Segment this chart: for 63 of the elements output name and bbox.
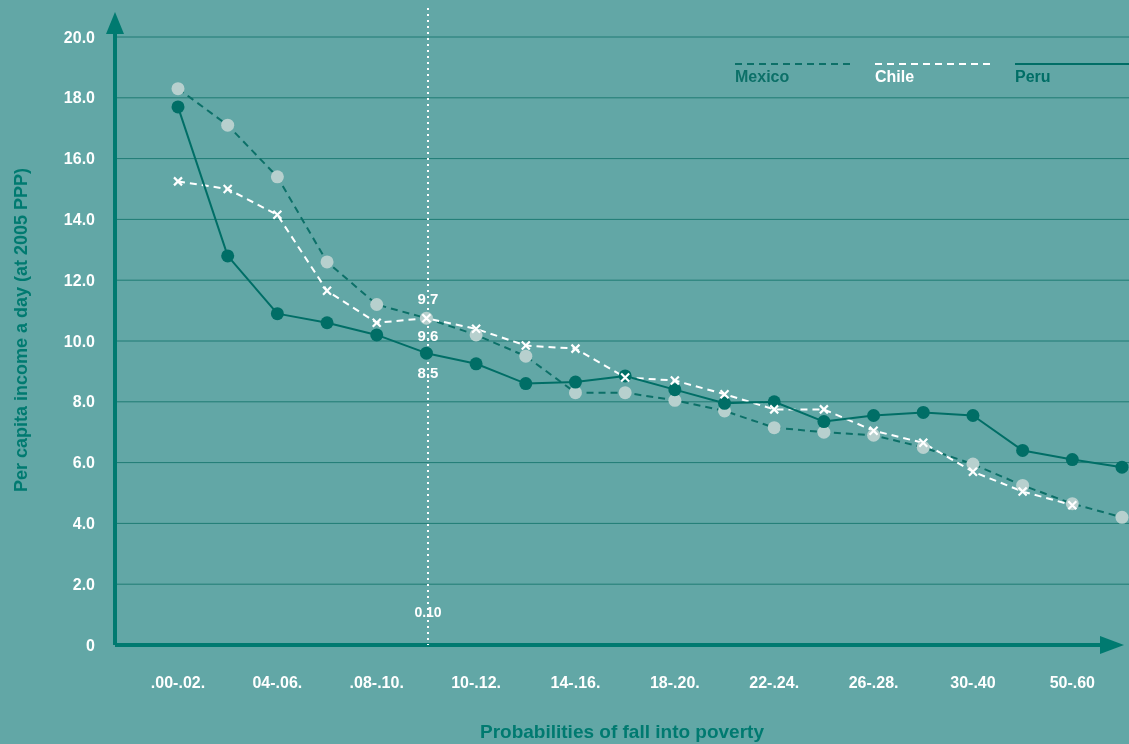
text: Peru bbox=[1015, 68, 1051, 85]
x-tick-label: 50-.60 bbox=[1049, 674, 1096, 691]
x-tick-label: 30-.40 bbox=[950, 674, 996, 691]
point bbox=[1115, 460, 1129, 474]
point bbox=[471, 323, 482, 334]
y-tick-label: 0 bbox=[86, 636, 96, 654]
point bbox=[918, 437, 929, 448]
x-tick-label: 14-.16. bbox=[550, 674, 601, 691]
point bbox=[270, 307, 284, 321]
point bbox=[916, 405, 930, 419]
point bbox=[718, 396, 732, 410]
point bbox=[719, 389, 730, 400]
y-tick-label: 12.0 bbox=[63, 271, 96, 289]
point bbox=[669, 375, 680, 386]
x-tick-label: 22-.24. bbox=[749, 674, 800, 691]
point bbox=[520, 340, 531, 351]
point bbox=[272, 209, 283, 220]
y-tick-label: 18.0 bbox=[63, 89, 96, 107]
point bbox=[321, 285, 333, 296]
point bbox=[519, 377, 533, 391]
point bbox=[818, 404, 829, 415]
text: Chile bbox=[875, 68, 915, 85]
text: Mexico bbox=[735, 68, 790, 85]
x-tick-label: 10-.12. bbox=[451, 674, 502, 691]
x-tick-label: .00-.02. bbox=[150, 674, 206, 691]
x-axis-title: Probabilities of fall into poverty bbox=[480, 721, 765, 742]
annotation: 0.10 bbox=[414, 604, 442, 620]
y-axis-title: Per capita income a day (at 2005 PPP) bbox=[11, 167, 31, 493]
point bbox=[867, 408, 881, 422]
point bbox=[1065, 453, 1079, 467]
x-tick-label: 04-.06. bbox=[252, 674, 303, 691]
y-tick-label: 2.0 bbox=[72, 575, 96, 593]
y-tick-label: 8.0 bbox=[72, 393, 96, 411]
point bbox=[221, 249, 235, 263]
point bbox=[469, 357, 483, 371]
y-tick-label: 6.0 bbox=[72, 454, 96, 472]
point bbox=[966, 408, 980, 422]
annotation: 9.6 bbox=[417, 327, 439, 344]
y-tick-label: 14.0 bbox=[63, 211, 96, 228]
point bbox=[568, 375, 582, 389]
point bbox=[172, 176, 184, 187]
point bbox=[967, 466, 979, 477]
point bbox=[171, 100, 185, 114]
y-tick-label: 16.0 bbox=[63, 150, 96, 168]
x-tick-label: .08-.10. bbox=[349, 674, 404, 691]
point bbox=[868, 425, 879, 436]
point bbox=[1016, 443, 1030, 457]
point bbox=[371, 317, 382, 328]
point bbox=[769, 404, 780, 415]
point bbox=[570, 343, 581, 354]
point bbox=[320, 316, 334, 330]
y-tick-label: 4.0 bbox=[72, 515, 96, 532]
point bbox=[419, 346, 433, 360]
annotation: 8.5 bbox=[417, 364, 439, 381]
point bbox=[668, 383, 682, 397]
x-tick-label: 18-.20. bbox=[649, 674, 700, 691]
point bbox=[370, 328, 384, 342]
y-tick-label: 10.0 bbox=[63, 332, 96, 350]
x-tick-label: 26-.28. bbox=[848, 674, 899, 691]
point bbox=[1017, 486, 1028, 497]
y-tick-label: 20.0 bbox=[63, 28, 96, 46]
point bbox=[222, 183, 233, 195]
point bbox=[817, 415, 831, 429]
